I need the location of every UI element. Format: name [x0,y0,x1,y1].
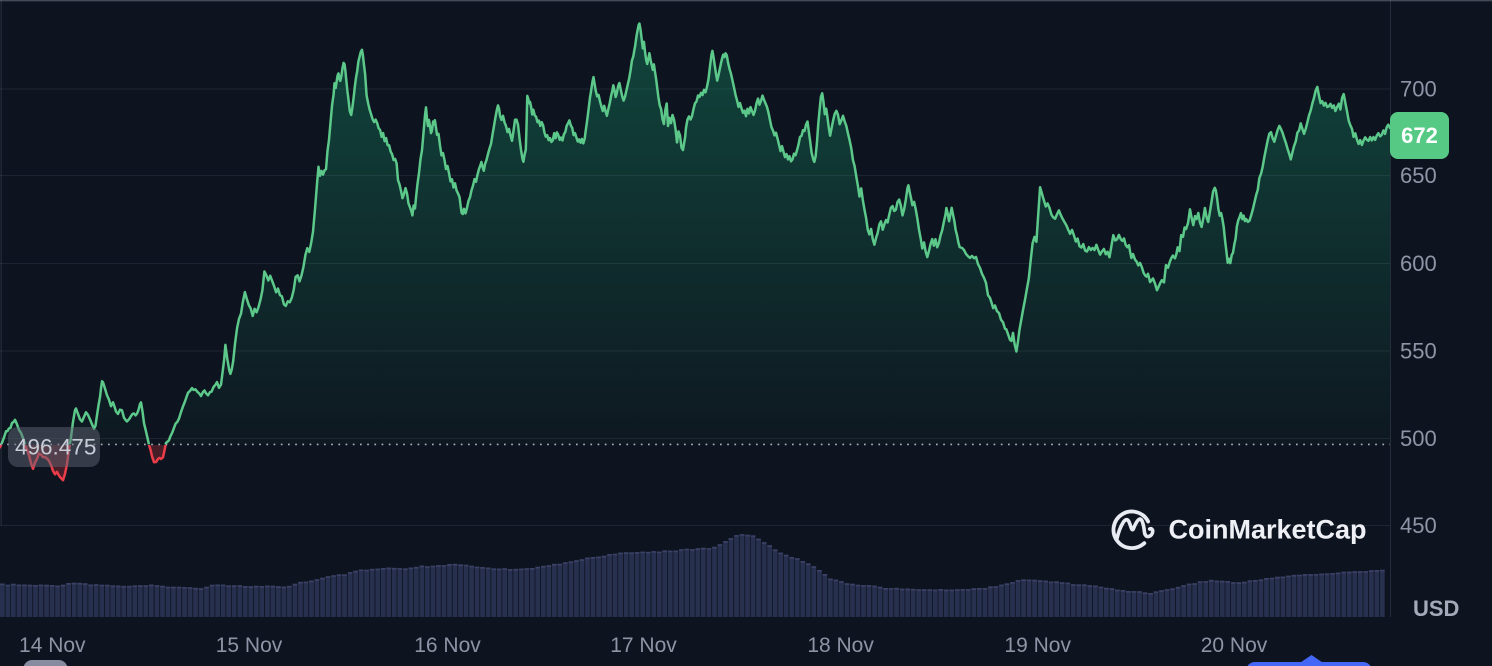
svg-text:550: 550 [1400,339,1437,364]
svg-text:650: 650 [1400,163,1437,188]
svg-text:18 Nov: 18 Nov [807,634,874,657]
svg-text:20 Nov: 20 Nov [1201,634,1268,657]
svg-text:500: 500 [1400,426,1437,451]
svg-text:14 Nov: 14 Nov [19,634,86,657]
svg-text:15 Nov: 15 Nov [216,634,283,657]
svg-text:700: 700 [1400,77,1437,102]
svg-text:CoinMarketCap: CoinMarketCap [1169,515,1367,545]
svg-text:496.475: 496.475 [15,435,96,460]
svg-text:USD: USD [1413,596,1459,621]
svg-text:672: 672 [1401,123,1438,148]
svg-text:17 Nov: 17 Nov [610,634,677,657]
svg-text:600: 600 [1400,251,1437,276]
svg-text:16 Nov: 16 Nov [414,634,481,657]
svg-text:19 Nov: 19 Nov [1004,634,1071,657]
svg-text:450: 450 [1400,513,1437,538]
